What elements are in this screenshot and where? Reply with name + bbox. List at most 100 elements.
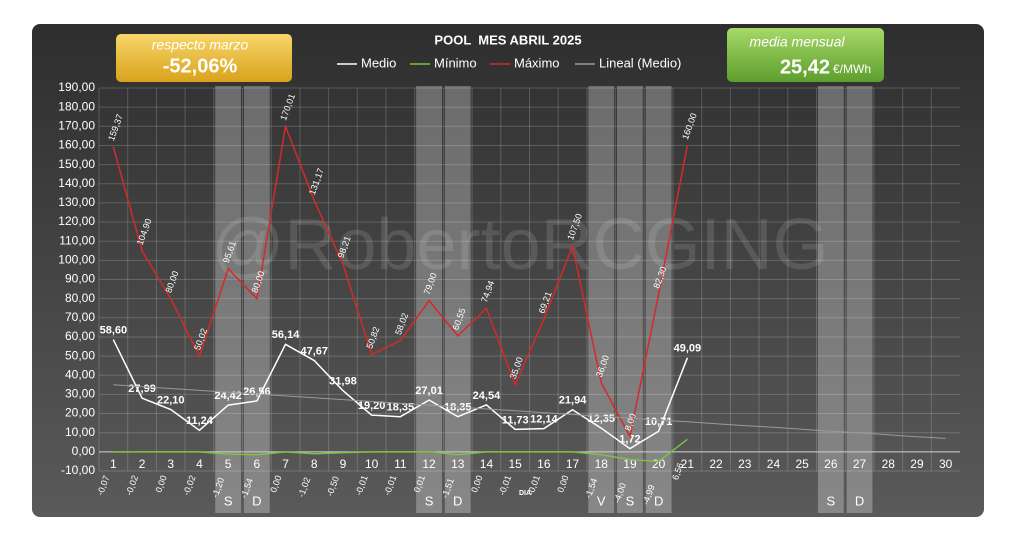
y-tick-label: 180,00 xyxy=(58,99,95,113)
day-shade xyxy=(645,86,672,513)
x-tick-label: 26 xyxy=(824,457,838,471)
data-label: 19,20 xyxy=(358,400,386,412)
series-line xyxy=(112,339,689,450)
change-box xyxy=(116,34,292,82)
data-label: 11,24 xyxy=(186,415,214,427)
data-label: 49,09 xyxy=(674,343,702,355)
legend-label: Lineal (Medio) xyxy=(599,55,681,70)
y-tick-label: 20,00 xyxy=(65,406,95,420)
data-label: 58,60 xyxy=(100,325,128,337)
change-value: -52,06% xyxy=(163,55,238,77)
data-label: 11,73 xyxy=(502,414,529,426)
y-tick-label: 80,00 xyxy=(65,291,95,305)
x-tick-label: 7 xyxy=(282,457,289,471)
y-tick-label: 160,00 xyxy=(58,138,95,152)
x-tick-label: 14 xyxy=(480,457,494,471)
x-tick-label: 1 xyxy=(110,457,117,471)
y-tick-label: 170,00 xyxy=(58,118,95,132)
x-tick-label: 23 xyxy=(738,457,752,471)
data-label: 47,67 xyxy=(300,345,328,357)
data-label: 24,54 xyxy=(473,390,501,402)
series-line xyxy=(113,438,688,463)
y-tick-label: 120,00 xyxy=(58,214,95,228)
avg-box xyxy=(727,28,884,82)
x-axis-label: DIA xyxy=(519,490,531,497)
y-tick-label: -10,00 xyxy=(61,463,95,477)
legend-label: Máximo xyxy=(514,55,560,70)
day-type: D xyxy=(654,493,663,508)
panel xyxy=(32,24,984,517)
y-tick-label: 130,00 xyxy=(58,195,95,209)
y-tick-label: 50,00 xyxy=(65,348,95,362)
x-tick-label: 4 xyxy=(196,457,203,471)
avg-label: media mensual xyxy=(750,34,846,50)
x-tick-label: 6 xyxy=(254,457,261,471)
y-tick-label: 190,00 xyxy=(58,80,95,94)
x-tick-label: 11 xyxy=(394,457,407,471)
day-type: S xyxy=(425,493,434,508)
series-line xyxy=(113,384,946,439)
day-type: D xyxy=(252,493,261,508)
day-shade xyxy=(846,86,873,513)
y-tick-label: 100,00 xyxy=(58,253,95,267)
x-tick-label: 30 xyxy=(939,457,953,471)
data-label: 12,14 xyxy=(530,414,558,426)
y-tick-label: 150,00 xyxy=(58,157,95,171)
avg-value: 25,42 xyxy=(780,56,830,78)
x-tick-label: 29 xyxy=(910,457,924,471)
data-label: 27,99 xyxy=(128,383,156,395)
x-tick-label: 27 xyxy=(853,457,867,471)
series-line xyxy=(112,123,689,439)
data-label: 21,94 xyxy=(559,395,587,407)
y-tick-label: 110,00 xyxy=(59,233,95,247)
x-tick-label: 28 xyxy=(882,457,896,471)
avg-unit: €/MWh xyxy=(833,62,871,76)
watermark: @RobertoRCGING xyxy=(211,205,828,285)
x-tick-label: 17 xyxy=(566,457,580,471)
day-shade xyxy=(817,86,844,513)
x-tick-label: 19 xyxy=(623,457,637,471)
y-tick-label: 10,00 xyxy=(65,425,95,439)
x-tick-label: 18 xyxy=(595,457,609,471)
legend-label: Medio xyxy=(361,55,396,70)
chart-title: POOL MES ABRIL 2025 xyxy=(434,32,581,47)
x-tick-label: 8 xyxy=(311,457,318,471)
day-type: S xyxy=(626,493,635,508)
data-label: 31,98 xyxy=(329,376,357,388)
day-type: V xyxy=(597,493,606,508)
x-tick-label: 15 xyxy=(508,457,522,471)
day-shade xyxy=(444,86,471,513)
day-type: D xyxy=(855,493,864,508)
x-tick-label: 5 xyxy=(225,457,232,471)
x-tick-label: 9 xyxy=(340,457,347,471)
day-shade xyxy=(588,86,615,513)
legend-label: Mínimo xyxy=(434,55,477,70)
y-tick-label: 90,00 xyxy=(65,272,95,286)
x-tick-label: 10 xyxy=(365,457,379,471)
day-type: S xyxy=(224,493,233,508)
data-label: 26,56 xyxy=(243,386,271,398)
data-label: 1,72 xyxy=(619,433,640,445)
day-type: D xyxy=(453,493,462,508)
change-label: respecto marzo xyxy=(152,37,249,53)
data-label: 18,35 xyxy=(387,402,415,414)
data-label: 27,01 xyxy=(415,385,443,397)
x-tick-label: 21 xyxy=(681,457,695,471)
x-tick-label: 12 xyxy=(422,457,436,471)
y-tick-label: 0,00 xyxy=(72,444,96,458)
x-tick-label: 22 xyxy=(709,457,723,471)
y-tick-label: 70,00 xyxy=(65,310,95,324)
x-tick-label: 20 xyxy=(652,457,666,471)
day-shade xyxy=(215,86,242,513)
data-label: 22,10 xyxy=(157,394,185,406)
data-label: 12,35 xyxy=(587,413,615,425)
data-label: 10,71 xyxy=(645,416,673,428)
x-tick-label: 16 xyxy=(537,457,551,471)
data-label: 18,35 xyxy=(444,402,472,414)
x-tick-label: 24 xyxy=(767,457,781,471)
data-label: 56,14 xyxy=(272,329,300,341)
y-tick-label: 140,00 xyxy=(58,176,95,190)
x-tick-label: 13 xyxy=(451,457,465,471)
y-tick-label: 30,00 xyxy=(65,387,95,401)
